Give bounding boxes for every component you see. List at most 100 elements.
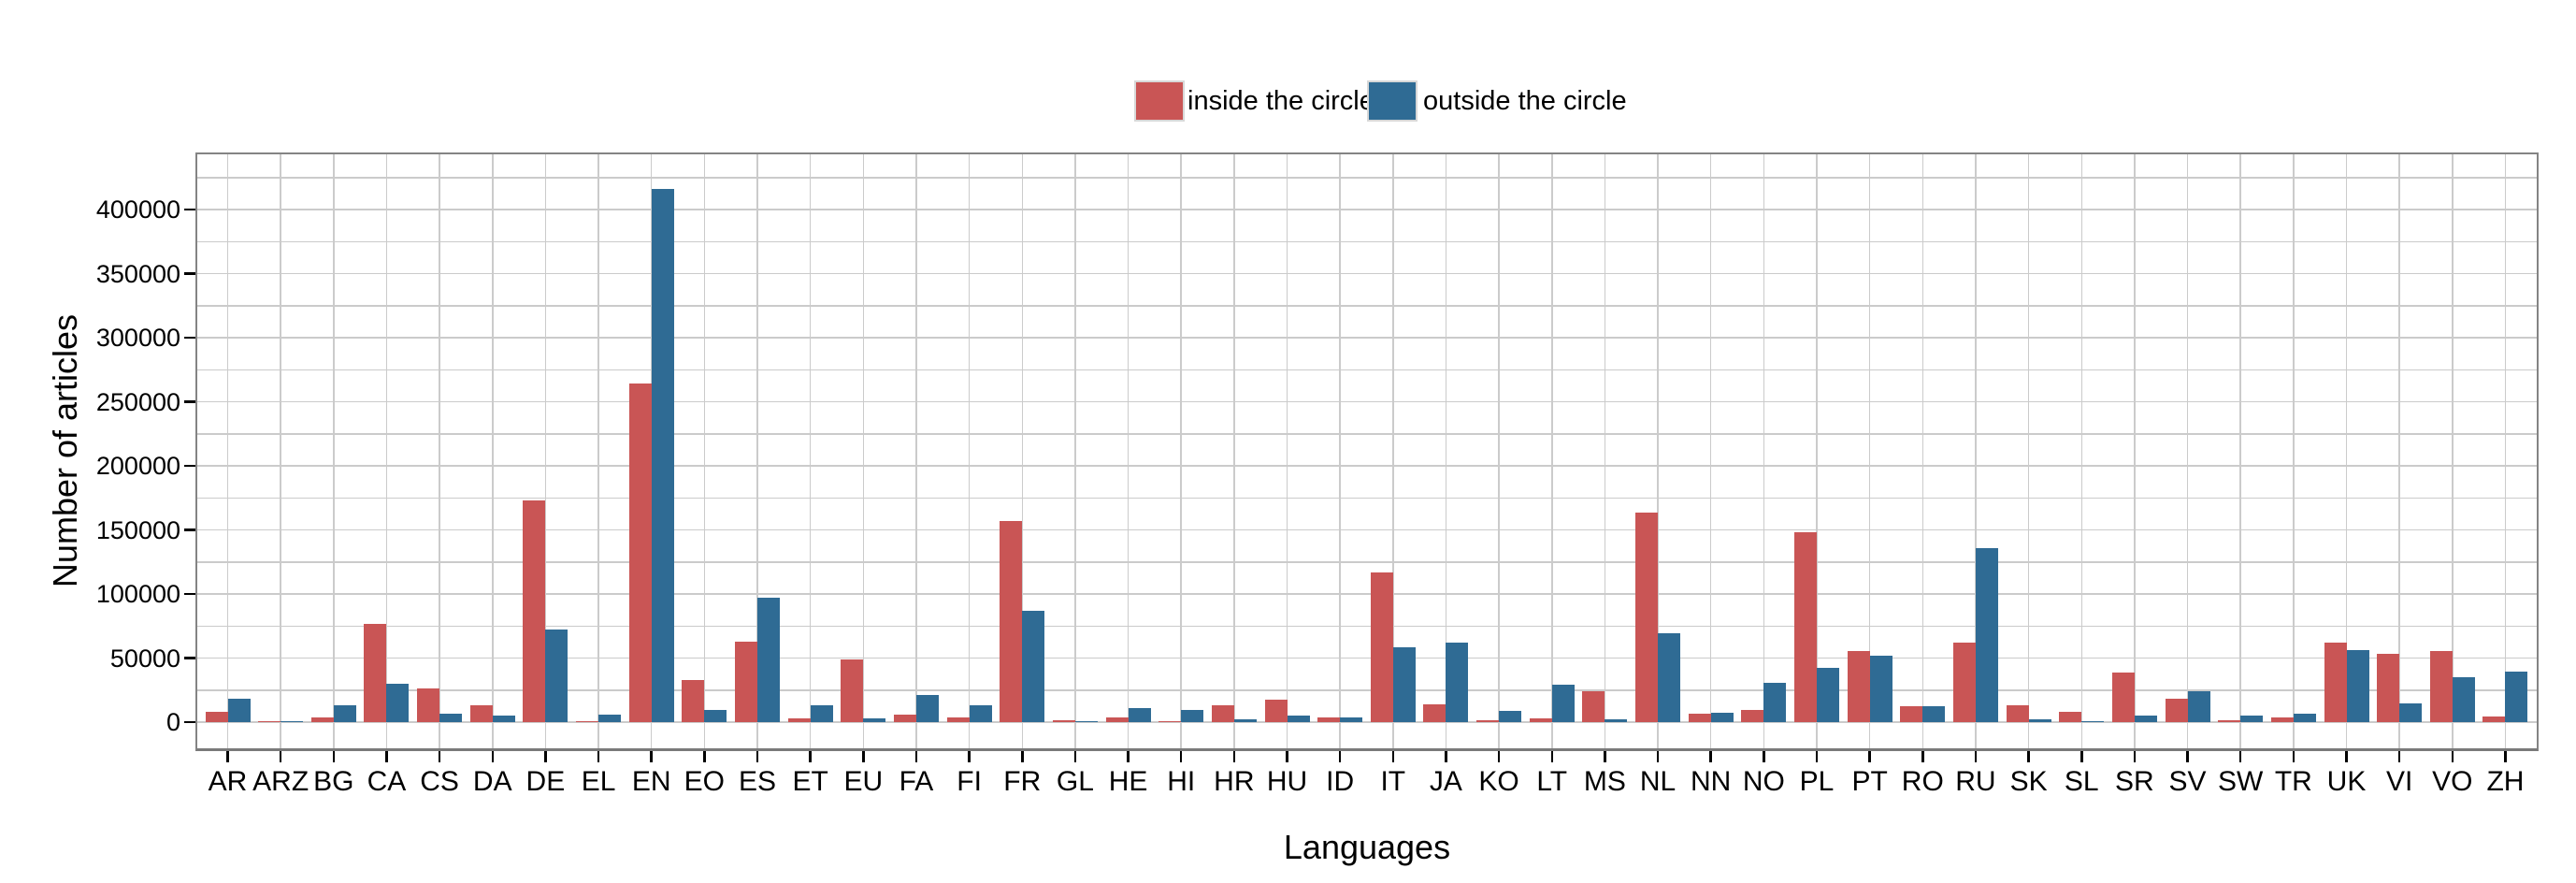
x-tick-label-ES: ES <box>738 766 777 797</box>
bar-inside-EN <box>628 384 652 722</box>
x-tick <box>2451 751 2454 762</box>
x-tick <box>2186 751 2189 762</box>
gridline-v <box>1498 154 1500 748</box>
bar-inside-SK <box>2006 705 2029 722</box>
bar-outside-PL <box>1817 668 1839 722</box>
x-tick-label-DA: DA <box>472 766 512 797</box>
gridline-v <box>1445 154 1447 748</box>
x-tick-label-EN: EN <box>631 766 671 797</box>
gridline-v <box>1180 154 1182 748</box>
bar-outside-CA <box>386 683 410 722</box>
y-tick <box>184 464 197 468</box>
x-tick <box>1286 751 1288 762</box>
bar-outside-IT <box>1392 646 1416 722</box>
bar-outside-HR <box>1233 719 1257 722</box>
x-tick-label-BG: BG <box>313 766 354 797</box>
y-tick-label: 150000 <box>95 515 180 544</box>
x-axis-title: Languages <box>1283 828 1451 866</box>
bar-outside-DE <box>545 630 568 722</box>
legend-swatch-inside <box>1134 80 1185 122</box>
gridline-v <box>385 154 388 748</box>
x-tick-label-HI: HI <box>1167 766 1196 797</box>
bar-inside-JA <box>1423 703 1446 722</box>
x-tick <box>756 751 759 762</box>
x-tick-label-CA: CA <box>367 766 407 797</box>
gridline-v <box>1286 154 1288 748</box>
y-tick <box>184 720 197 724</box>
bar-inside-SW <box>2218 720 2241 722</box>
x-tick <box>332 751 336 762</box>
gridline-v <box>915 154 917 748</box>
bar-outside-UK <box>2346 650 2369 722</box>
x-tick <box>650 751 653 762</box>
bar-inside-NN <box>1688 714 1711 722</box>
bar-outside-ARZ <box>281 721 304 723</box>
bar-inside-KO <box>1476 720 1500 722</box>
bar-inside-VO <box>2429 650 2453 722</box>
bar-outside-AR <box>227 698 251 722</box>
gridline-v <box>1709 154 1712 748</box>
bar-outside-VI <box>2399 702 2423 722</box>
bar-inside-EU <box>841 659 864 722</box>
x-tick <box>1497 751 1501 762</box>
bar-inside-PL <box>1794 532 1817 722</box>
x-tick <box>1604 751 1606 762</box>
gridline-h <box>197 657 2537 659</box>
bar-outside-FR <box>1022 610 1045 722</box>
gridline-h <box>197 465 2537 467</box>
gridline-h <box>197 305 2537 307</box>
x-tick-label-HE: HE <box>1108 766 1148 797</box>
x-tick-label-NL: NL <box>1639 766 1677 797</box>
bar-outside-ID <box>1340 717 1363 722</box>
bar-outside-SV <box>2187 690 2210 722</box>
gridline-h <box>197 240 2537 242</box>
x-tick-label-UK: UK <box>2326 766 2367 797</box>
gridline-v <box>544 154 547 748</box>
x-tick <box>1179 751 1183 762</box>
x-tick-label-ET: ET <box>792 766 828 797</box>
gridline-v <box>1074 154 1076 748</box>
bar-outside-JA <box>1446 643 1469 722</box>
gridline-h <box>197 433 2537 435</box>
gridline-v <box>2293 154 2295 748</box>
x-tick-label-RU: RU <box>1955 766 1996 797</box>
gridline-v <box>1921 154 1924 748</box>
x-tick <box>1232 751 1236 762</box>
gridline-h <box>197 528 2537 531</box>
gridline-v <box>2080 154 2082 748</box>
bar-inside-MS <box>1582 691 1605 722</box>
gridline-h <box>197 561 2537 563</box>
gridline-v <box>968 154 971 748</box>
gridline-v <box>809 154 812 748</box>
plot-panel <box>195 152 2539 751</box>
gridline-h <box>197 209 2537 210</box>
x-tick-label-HU: HU <box>1266 766 1308 797</box>
bar-inside-AR <box>205 712 228 722</box>
x-tick-label-HR: HR <box>1214 766 1255 797</box>
bar-inside-DE <box>523 499 546 722</box>
x-tick-label-CS: CS <box>420 766 459 797</box>
gridline-v <box>1127 154 1130 748</box>
bar-inside-NO <box>1741 709 1764 722</box>
x-tick <box>1815 751 1819 762</box>
gridline-h <box>197 721 2537 723</box>
x-tick <box>2504 751 2507 762</box>
bar-outside-TR <box>2293 714 2316 722</box>
y-tick <box>184 400 197 403</box>
x-tick <box>862 751 865 762</box>
bar-outside-FI <box>969 705 992 722</box>
y-tick-label: 350000 <box>95 259 180 288</box>
gridline-v <box>2027 154 2030 748</box>
x-tick <box>438 751 441 762</box>
x-tick <box>2397 751 2401 762</box>
y-tick <box>184 657 197 659</box>
x-tick-label-ARZ: ARZ <box>252 766 309 797</box>
gridline-v <box>1657 154 1659 748</box>
x-tick-label-AR: AR <box>208 766 248 797</box>
bar-outside-MS <box>1605 719 1628 722</box>
gridline-v <box>1816 154 1818 748</box>
bar-inside-RO <box>1900 706 1923 722</box>
y-tick <box>184 336 197 340</box>
x-tick-label-FA: FA <box>899 766 934 797</box>
